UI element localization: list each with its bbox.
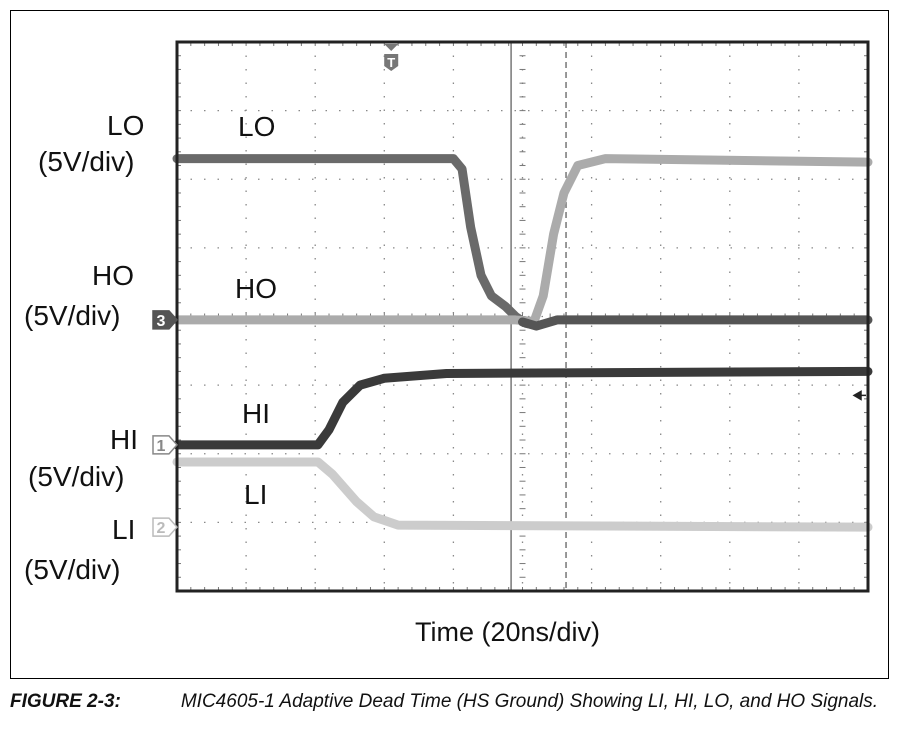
trace-label-lo: LO	[238, 111, 276, 142]
trace-lo	[528, 154, 873, 330]
left-scale-hi: (5V/div)	[28, 461, 125, 492]
figure-number: FIGURE 2-3:	[10, 691, 121, 712]
left-label-ho: HO	[92, 260, 134, 291]
trace-label-ho: HO	[235, 273, 277, 304]
trace-ho	[518, 315, 873, 331]
trace-hi	[172, 366, 873, 450]
trigger-marker-label: T	[387, 55, 395, 70]
trace-label-li: LI	[244, 479, 268, 510]
channel-marker-icon-1	[152, 435, 179, 455]
left-scale-ho: (5V/div)	[24, 300, 121, 331]
left-label-li: LI	[112, 514, 136, 545]
offset-arrow-left-icon	[852, 390, 866, 401]
trace-li	[172, 457, 873, 532]
left-label-hi: HI	[110, 424, 138, 455]
channel-marker-label-1: 1	[157, 438, 166, 455]
left-scale-li: (5V/div)	[24, 554, 121, 585]
channel-marker-icon-2	[152, 517, 179, 537]
trace-label-hi: HI	[242, 398, 270, 429]
left-scale-lo: (5V/div)	[38, 146, 135, 177]
plot-border	[175, 40, 870, 593]
trigger-marker-icon	[384, 54, 399, 71]
x-axis-label: Time (20ns/div)	[415, 617, 601, 647]
trace-lo	[172, 154, 538, 330]
channel-marker-label-2: 2	[157, 520, 166, 537]
trigger-arrow-icon	[384, 44, 399, 51]
figure-frame	[10, 10, 889, 679]
trace-ho	[172, 315, 538, 326]
caption-text: MIC4605-1 Adaptive Dead Time (HS Ground)…	[180, 691, 879, 712]
channel-marker-label-3: 3	[157, 313, 166, 330]
figure-caption: FIGURE 2-3: MIC4605-1 Adaptive Dead Time …	[10, 688, 880, 716]
left-label-lo: LO	[107, 110, 145, 141]
channel-marker-icon-3	[152, 310, 179, 330]
